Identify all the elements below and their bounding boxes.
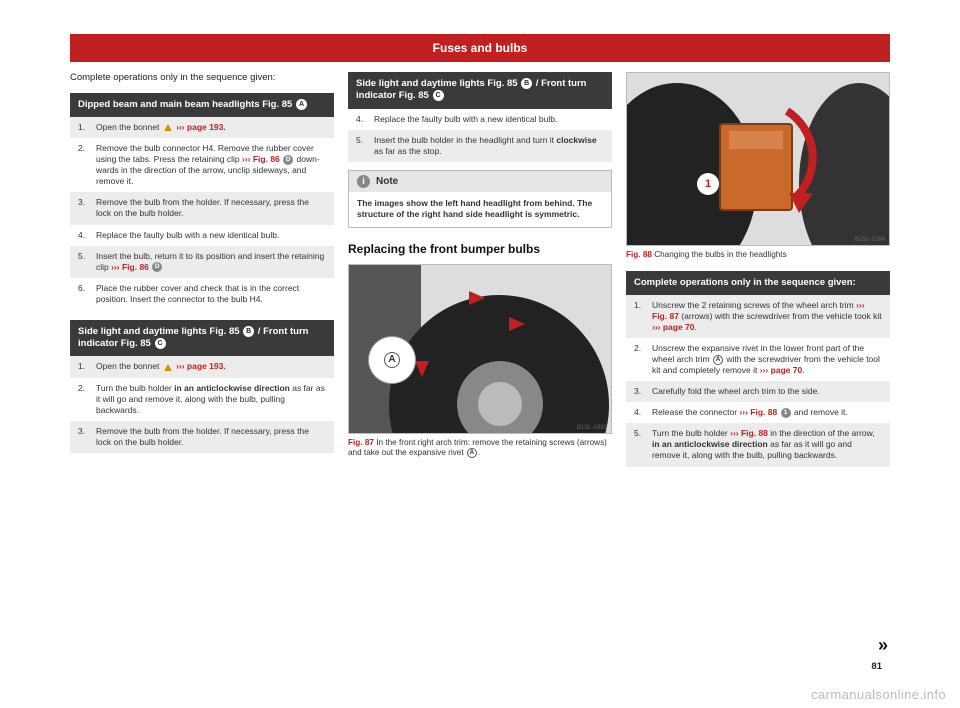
step-text: Remove the bulb connector H4. Remove the… [96,143,326,187]
badge-b-icon: B [521,78,532,89]
step-num: 5. [634,428,652,461]
figure-87: A B1SL-0383 [348,264,612,434]
note-box: i Note The images show the left hand hea… [348,170,612,228]
table-row: 4. Release the connector ››› Fig. 88 1 a… [626,402,890,423]
step-text: Insert the bulb holder in the headlight … [374,135,604,157]
step-text: Turn the bulb holder ››› Fig. 88 in the … [652,428,882,461]
table-row: 1. Open the bonnet ››› page 193. [70,356,334,377]
section-title: Replacing the front bumper bulbs [348,242,612,256]
step-text: Unscrew the expansive rivet in the lower… [652,343,882,376]
table-row: 6. Place the rubber cover and check that… [70,278,334,310]
table-row: 1. Open the bonnet ››› page 193. [70,117,334,138]
column-1: Complete operations only in the sequence… [70,72,334,678]
step-text: Unscrew the 2 retaining screws of the wh… [652,300,882,333]
note-label: Note [376,176,398,187]
step-num: 2. [634,343,652,376]
step-num: 1. [78,361,96,372]
page-body: Complete operations only in the sequence… [70,72,890,678]
step-text: Place the rubber cover and check that is… [96,283,326,305]
callout-a: A [369,337,415,383]
table-row: 2. Remove the bulb connector H4. Remove … [70,138,334,192]
block-a-header: Dipped beam and main beam headlights Fig… [70,93,334,117]
watermark: carmanualsonline.info [811,687,946,702]
badge-a-icon: A [467,448,477,458]
table-row: 5. Insert the bulb holder in the headlig… [348,130,612,162]
badge-d-icon: D [283,155,293,165]
badge-c-icon: C [155,338,166,349]
step-num: 3. [634,386,652,397]
block-a-title: Dipped beam and main beam headlights Fig… [78,99,295,110]
step-num: 2. [78,383,96,416]
step-text: Remove the bulb from the holder. If nece… [96,197,326,219]
badge-c-icon: C [433,90,444,101]
step-num: 5. [78,251,96,273]
block-b-cont-header: Side light and daytime lights Fig. 85 B … [348,72,612,109]
step-num: 6. [78,283,96,305]
arrow-icon [509,317,525,331]
column-2: Side light and daytime lights Fig. 85 B … [348,72,612,678]
table-row: 3. Remove the bulb from the holder. If n… [70,421,334,453]
continuation-mark: » [878,635,888,656]
step-text: Turn the bulb holder in an anticlockwise… [96,383,326,416]
arrow-icon [415,361,429,377]
figure-88-caption: Fig. 88 Changing the bulbs in the headli… [626,250,890,261]
page-header: Fuses and bulbs [70,34,890,62]
badge-b-icon: B [243,326,254,337]
table-row: 5. Turn the bulb holder ››› Fig. 88 in t… [626,423,890,466]
arrow-icon [469,291,485,305]
step-num: 4. [356,114,374,125]
column-3: 1 B1SL-0384 Fig. 88 Changing the bulbs i… [626,72,890,678]
step-text: Replace the faulty bulb with a new ident… [96,230,326,241]
figure-87-caption: Fig. 87 In the front right arch trim: re… [348,438,612,459]
table-row: 2. Turn the bulb holder in an anticlockw… [70,378,334,421]
curved-arrow-icon [697,101,817,221]
table-row: 2. Unscrew the expansive rivet in the lo… [626,338,890,381]
step-num: 5. [356,135,374,157]
step-text: Remove the bulb from the holder. If nece… [96,426,326,448]
table-row: 1. Unscrew the 2 retaining screws of the… [626,295,890,338]
table-row: 4. Replace the faulty bulb with a new id… [70,225,334,246]
step-text: Carefully fold the wheel arch trim to th… [652,386,882,397]
block-b-header: Side light and daytime lights Fig. 85 B … [70,320,334,357]
step-num: 3. [78,197,96,219]
table-row: 4. Replace the faulty bulb with a new id… [348,109,612,130]
note-body: The images show the left hand headlight … [349,192,611,227]
table-row: 5. Insert the bulb, return it to its pos… [70,246,334,278]
table-row: 3. Carefully fold the wheel arch trim to… [626,381,890,402]
warning-icon [164,364,172,371]
info-icon: i [357,175,370,188]
step-text: Open the bonnet ››› page 193. [96,122,326,133]
warning-icon [164,124,172,131]
note-header: i Note [349,171,611,192]
figure-88: 1 B1SL-0384 [626,72,890,246]
badge-1-icon: 1 [781,408,791,418]
step-num: 4. [634,407,652,418]
step-text: Replace the faulty bulb with a new ident… [374,114,604,125]
step-text: Release the connector ››› Fig. 88 1 and … [652,407,882,418]
step-text: Insert the bulb, return it to its positi… [96,251,326,273]
badge-a-icon: A [713,355,723,365]
badge-a-icon: A [296,99,307,110]
step-num: 4. [78,230,96,241]
block-c-header: Complete operations only in the se­quenc… [626,271,890,295]
step-num: 3. [78,426,96,448]
step-num: 2. [78,143,96,187]
page-number: 81 [871,661,882,672]
table-row: 3. Remove the bulb from the holder. If n… [70,192,334,224]
intro-text: Complete operations only in the sequence… [70,72,334,85]
step-num: 1. [634,300,652,333]
step-text: Open the bonnet ››› page 193. [96,361,326,372]
badge-d-icon: D [152,262,162,272]
step-num: 1. [78,122,96,133]
